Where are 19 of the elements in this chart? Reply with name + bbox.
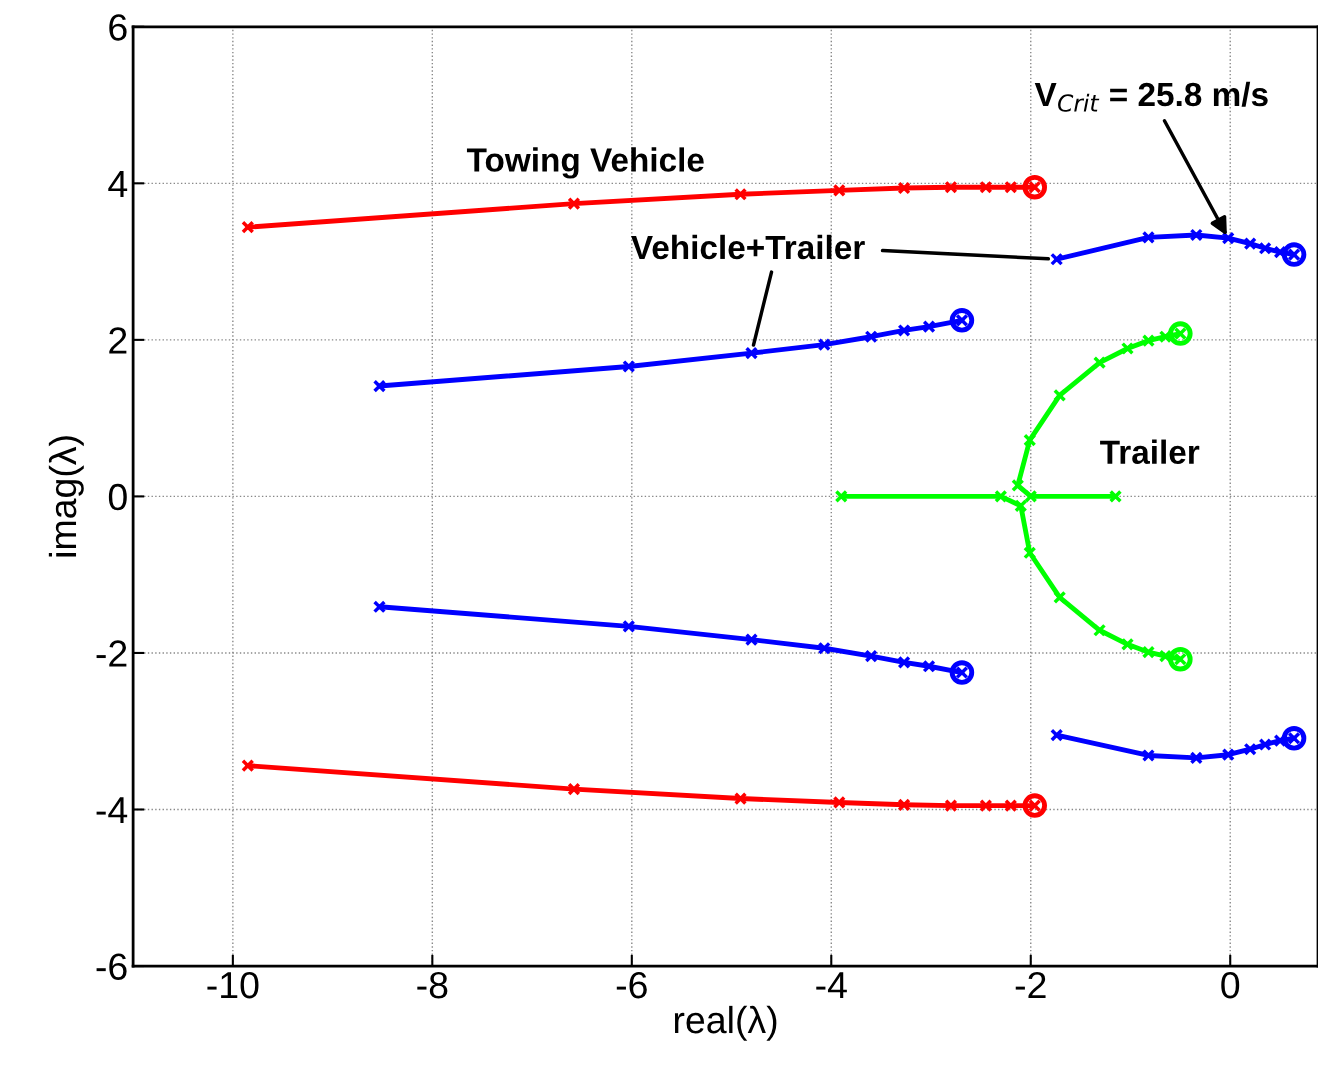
- x-tick-label: 0: [1221, 971, 1240, 999]
- y-tick-label: 0: [108, 483, 127, 511]
- y-axis-title: imag(λ): [48, 436, 84, 557]
- x-axis-title: real(λ): [674, 1005, 777, 1041]
- annotation: V$_{Crit}$ = 25.8 m/s: [1034, 81, 1268, 112]
- y-tick-label: 2: [109, 327, 127, 354]
- annotation: Vehicle+Trailer: [631, 234, 865, 260]
- y-tick-label: 4: [108, 171, 128, 197]
- y-tick-label: -2: [96, 640, 127, 667]
- y-tick-label: -6: [96, 953, 127, 980]
- y-tick-label: -4: [96, 797, 128, 824]
- x-tick-label: -2: [1015, 971, 1046, 999]
- x-tick-label: -6: [616, 971, 647, 999]
- y-tick-label: 6: [109, 14, 127, 41]
- x-tick-label: -10: [207, 971, 259, 999]
- x-tick-label: -4: [816, 972, 847, 999]
- annotation: Trailer: [1100, 439, 1200, 465]
- annotation: Towing Vehicle: [466, 147, 704, 179]
- x-tick-label: -8: [417, 971, 448, 999]
